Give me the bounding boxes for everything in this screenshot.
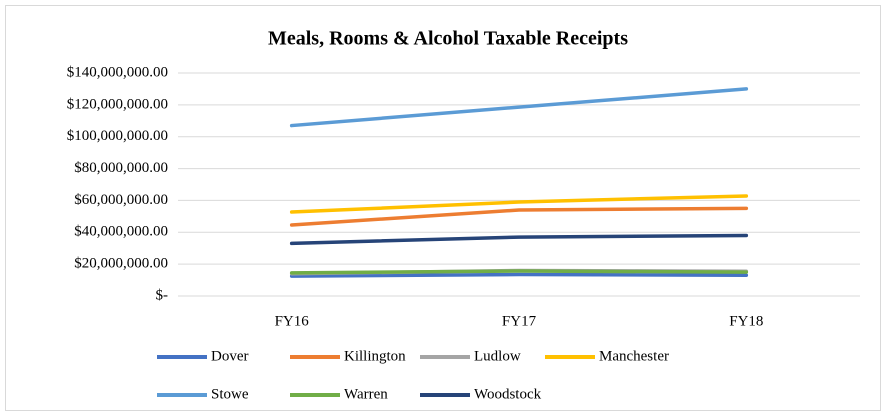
series-line (289, 272, 749, 278)
y-tick-label: $140,000,000.00 (67, 64, 168, 80)
y-tick-label: $60,000,000.00 (74, 192, 168, 208)
legend-label: Woodstock (474, 386, 542, 402)
legend-label: Dover (211, 348, 249, 364)
y-tick-label: $20,000,000.00 (74, 256, 168, 272)
legend-label: Killington (344, 348, 406, 364)
legend-label: Ludlow (474, 348, 521, 364)
x-tick-label: FY18 (729, 313, 763, 329)
x-tick-label: FY17 (502, 313, 537, 329)
legend-label: Manchester (599, 348, 669, 364)
y-tick-label: $120,000,000.00 (67, 96, 168, 112)
legend-label: Warren (344, 386, 388, 402)
series-line (289, 233, 749, 246)
y-tick-label: $40,000,000.00 (74, 224, 168, 240)
chart-title: Meals, Rooms & Alcohol Taxable Receipts (268, 28, 628, 50)
series-line (289, 206, 749, 227)
series-line (289, 269, 749, 275)
y-tick-label: $- (156, 287, 169, 303)
legend-label: Stowe (211, 386, 249, 402)
series-line (289, 194, 749, 214)
series-line (289, 87, 749, 128)
x-tick-label: FY16 (275, 313, 310, 329)
y-tick-label: $100,000,000.00 (67, 128, 168, 144)
y-tick-label: $80,000,000.00 (74, 160, 168, 176)
